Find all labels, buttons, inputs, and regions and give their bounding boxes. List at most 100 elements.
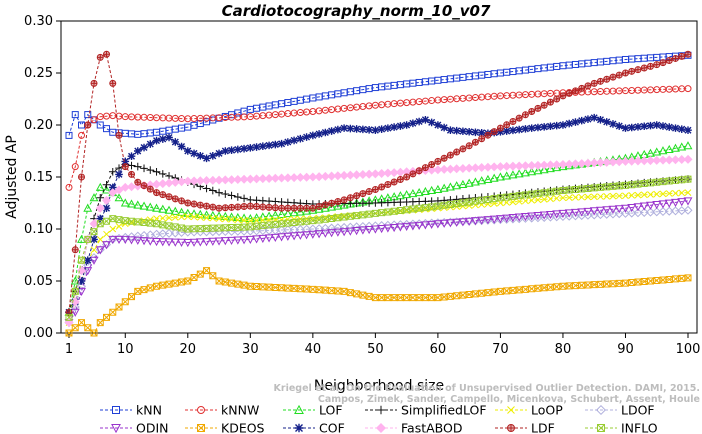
data-point: [377, 125, 386, 133]
data-point: [627, 203, 637, 213]
data-point: [240, 144, 248, 153]
data-point: [289, 225, 299, 235]
data-point: [546, 164, 555, 173]
data-point-cross: [647, 63, 654, 70]
data-point: [559, 187, 567, 195]
data-point: [146, 140, 155, 148]
data-point: [670, 206, 681, 216]
data-point: [333, 228, 343, 237]
data-point-cross: [209, 204, 216, 211]
data-point: [196, 270, 204, 278]
data-point: [333, 223, 343, 233]
data-point: [228, 216, 235, 223]
data-point-cross: [572, 87, 579, 94]
data-point: [634, 191, 642, 199]
data-point: [209, 186, 217, 195]
data-point: [295, 231, 305, 240]
data-point: [658, 155, 668, 165]
data-point: [108, 183, 117, 192]
data-point: [277, 173, 287, 183]
data-point: [415, 117, 423, 126]
data-point: [595, 158, 605, 168]
data-point: [503, 287, 511, 295]
data-point-cross: [641, 65, 648, 72]
data-point: [583, 158, 593, 168]
data-point: [320, 203, 330, 212]
data-point: [270, 233, 280, 242]
data-point: [533, 213, 543, 223]
data-point: [596, 206, 605, 215]
series-odin: [64, 197, 693, 328]
data-point-cross: [184, 200, 191, 206]
data-point: [78, 256, 86, 264]
data-point: [421, 116, 430, 124]
data-point-cross: [259, 203, 266, 210]
data-point: [96, 121, 104, 129]
data-point: [408, 222, 418, 231]
data-point: [90, 228, 98, 236]
data-point: [84, 235, 92, 243]
data-point-cross: [372, 186, 379, 193]
data-point: [440, 201, 448, 209]
data-point: [345, 227, 355, 236]
data-point: [509, 126, 517, 135]
x-tick-label: 50: [367, 342, 384, 357]
data-point: [308, 230, 318, 239]
data-point: [152, 203, 161, 212]
data-point-cross: [159, 191, 166, 198]
data-point: [470, 163, 480, 173]
legend-label: ODIN: [136, 421, 169, 434]
data-point: [615, 122, 624, 130]
data-point: [84, 111, 92, 119]
data-point: [633, 208, 643, 218]
data-point: [108, 188, 118, 198]
data-point: [240, 216, 248, 224]
data-point: [440, 196, 448, 205]
data-point: [671, 275, 679, 283]
data-point: [533, 160, 543, 170]
data-point: [384, 124, 392, 132]
data-point: [558, 209, 568, 219]
data-point: [90, 329, 98, 337]
data-point: [290, 136, 298, 145]
data-point: [96, 194, 105, 202]
data-point: [546, 210, 555, 220]
y-tick-label: 0.30: [24, 14, 53, 29]
data-point: [133, 147, 142, 155]
data-point: [327, 171, 337, 181]
data-point: [234, 193, 242, 201]
data-point: [270, 173, 280, 183]
data-point-cross: [466, 142, 473, 149]
data-point: [489, 162, 499, 172]
data-point: [534, 284, 542, 292]
data-point: [221, 190, 230, 198]
data-point: [327, 202, 337, 211]
data-point: [164, 205, 174, 214]
data-point: [370, 225, 380, 234]
data-point: [645, 156, 655, 166]
data-point-cross: [534, 105, 541, 112]
data-point: [502, 214, 512, 223]
data-point: [584, 193, 592, 201]
data-point: [264, 234, 274, 243]
data-point: [409, 119, 417, 128]
data-point: [553, 187, 561, 195]
data-point: [214, 237, 224, 246]
data-point-cross: [147, 186, 154, 193]
data-point: [152, 136, 161, 145]
data-point: [158, 135, 167, 143]
data-point: [402, 121, 411, 129]
data-point: [215, 149, 223, 158]
data-point: [333, 171, 343, 181]
data-point-cross: [216, 205, 223, 212]
data-point: [77, 234, 86, 243]
data-point: [647, 191, 654, 198]
data-point: [495, 172, 505, 181]
data-point: [197, 424, 205, 432]
data-point: [684, 85, 692, 93]
data-point: [184, 213, 192, 220]
data-point: [283, 232, 293, 241]
data-point: [615, 182, 623, 190]
data-point: [158, 229, 168, 239]
data-point: [345, 222, 355, 232]
